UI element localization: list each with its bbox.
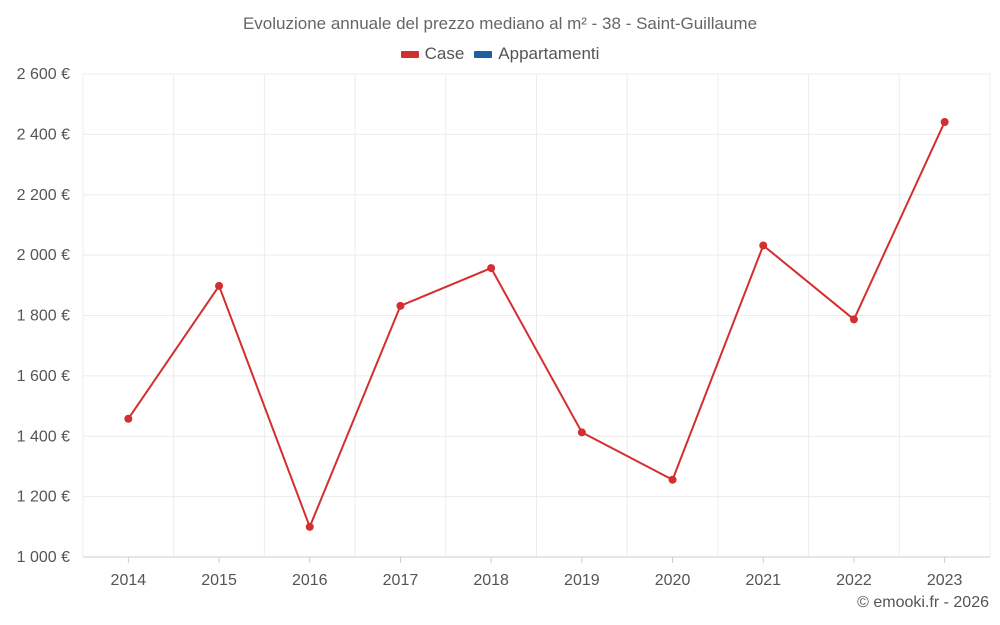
y-tick-label: 2 000 € — [17, 247, 70, 264]
y-tick-label: 1 200 € — [17, 489, 70, 506]
x-tick-label: 2015 — [201, 572, 237, 589]
x-tick-label: 2016 — [292, 572, 328, 589]
x-tick-label: 2022 — [836, 572, 872, 589]
legend-item-case[interactable]: Case — [400, 44, 465, 64]
legend-swatch-appartamenti — [474, 50, 493, 58]
x-tick-label: 2020 — [655, 572, 691, 589]
y-tick-label: 2 200 € — [17, 187, 70, 204]
data-point — [849, 315, 858, 324]
data-point — [940, 117, 949, 126]
data-point — [577, 428, 586, 437]
data-point — [124, 414, 133, 423]
legend-label-case: Case — [424, 44, 465, 63]
data-point — [215, 281, 224, 290]
series-line-case — [127, 121, 946, 528]
y-tick-label: 2 400 € — [17, 126, 70, 143]
legend-swatch-case — [400, 50, 419, 58]
data-point — [396, 301, 405, 310]
y-tick-label: 1 600 € — [17, 368, 70, 385]
credit-text: © emooki.fr - 2026 — [857, 594, 989, 611]
x-tick-label: 2014 — [111, 572, 147, 589]
x-tick-label: 2023 — [927, 572, 963, 589]
legend-item-appartamenti[interactable]: Appartamenti — [474, 44, 599, 64]
y-tick-label: 2 600 € — [17, 66, 70, 83]
x-tick-label: 2018 — [473, 572, 509, 589]
chart-legend: Case Appartamenti — [0, 44, 1000, 64]
y-tick-label: 1 400 € — [17, 428, 70, 445]
data-point — [305, 522, 314, 531]
x-tick-label: 2017 — [383, 572, 419, 589]
data-point — [759, 241, 768, 250]
x-tick-label: 2019 — [564, 572, 600, 589]
data-point — [668, 475, 677, 484]
legend-label-appartamenti: Appartamenti — [498, 44, 600, 63]
data-point — [487, 264, 496, 273]
y-tick-label: 1 000 € — [17, 549, 70, 566]
y-tick-label: 1 800 € — [17, 308, 70, 325]
chart-title: Evoluzione annuale del prezzo mediano al… — [242, 14, 758, 33]
x-tick-label: 2021 — [745, 572, 781, 589]
